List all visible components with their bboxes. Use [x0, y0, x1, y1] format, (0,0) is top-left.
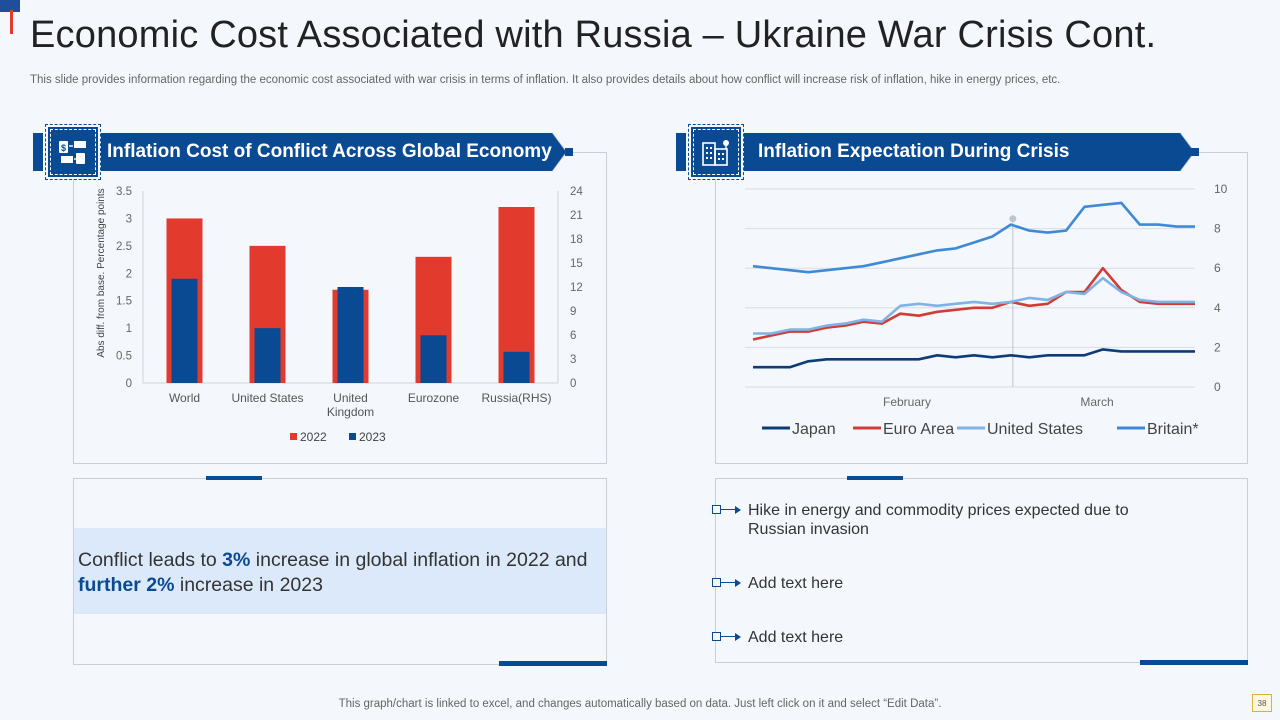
right-banner-title: Inflation Expectation During Crisis [758, 141, 1070, 162]
bar-2023-1 [254, 328, 281, 383]
inflation-callout: Conflict leads to 3% increase in global … [74, 528, 606, 614]
bullet-item-2: Add text here [712, 574, 1148, 593]
x-tick-label: United States [231, 391, 303, 405]
footer-note: This graph/chart is linked to excel, and… [338, 698, 942, 710]
page-number: 38 [1252, 694, 1272, 712]
y2-tick-label: 12 [570, 282, 583, 294]
y-tick-label: 2 [1214, 340, 1221, 354]
y-tick-label: 1 [126, 323, 132, 335]
banner-left-stub [33, 133, 43, 171]
crosshair-dot [1009, 215, 1017, 223]
svg-text:$: $ [61, 143, 66, 153]
callout-text-3: increase in 2023 [174, 574, 323, 596]
x-tick-label: World [169, 391, 200, 405]
left-banner-title: Inflation Cost of Conflict Across Global… [107, 141, 552, 162]
x-tick-label: Eurozone [408, 391, 460, 405]
y2-tick-label: 9 [570, 306, 576, 318]
callout-highlight-2pct: further 2% [78, 574, 175, 596]
series-line-0 [753, 348, 1195, 369]
y-tick-label: 0.5 [116, 351, 132, 363]
y-tick-label: 1.5 [116, 296, 132, 308]
callout-highlight-3pct: 3% [222, 549, 251, 571]
bar-2023-0 [171, 278, 198, 383]
right-banner: Inflation Expectation During Crisis [744, 133, 1180, 171]
bullet-text-3: Add text here [748, 629, 844, 646]
bar-chart: 0 0.5 1 1.5 2 2.5 3 3.5 0 3 6 9 12 15 18 21 24 Abs diff. … [96, 186, 583, 444]
legend-label: Japan [792, 421, 836, 438]
y-tick-label: 3 [126, 213, 132, 225]
right-banner-end-square [1191, 148, 1199, 156]
y2-tick-label: 6 [570, 330, 576, 342]
legend-label: Euro Area [883, 421, 954, 438]
bullet-item-3: Add text here [712, 628, 1148, 647]
bar-2023-4 [503, 351, 530, 383]
y-tick-label: 6 [1214, 261, 1221, 275]
right-banner-tip [1180, 133, 1194, 171]
left-banner: Inflation Cost of Conflict Across Global… [101, 133, 552, 171]
y-tick-label: 4 [1214, 301, 1221, 315]
corner-accent [0, 0, 20, 12]
money-transfer-icon: $ [59, 141, 86, 164]
arrow-right-icon [735, 632, 741, 641]
callout-top-stub [206, 476, 262, 480]
y-tick-label: 0 [126, 378, 132, 390]
bullet-item-1: Hike in energy and commodity prices expe… [712, 501, 1148, 539]
bullets-top-stub [847, 476, 903, 480]
title-accent-bar [10, 10, 13, 34]
x-tick-label: March [1080, 395, 1113, 409]
y2-tick-label: 3 [570, 354, 576, 366]
legend-label: United States [987, 421, 1083, 438]
city-buildings-icon [702, 140, 729, 166]
y2-tick-label: 15 [570, 258, 583, 270]
legend-label: Britain* [1147, 421, 1199, 438]
y-tick-label: 2 [126, 268, 132, 280]
bullet-text-2: Add text here [748, 575, 844, 592]
series-line-1 [752, 266, 1195, 341]
left-banner-tip [552, 133, 566, 171]
money-transfer-icon-box: $ [45, 124, 101, 180]
banner-end-square [565, 148, 573, 156]
y-axis-title: Abs diff. from base. Percentage points [96, 188, 107, 357]
series-line-2 [753, 276, 1195, 335]
bullets-bottom-stub [1140, 660, 1248, 665]
y-tick-label: 10 [1214, 182, 1228, 196]
legend-label: 2023 [359, 430, 386, 444]
callout-text-2: increase in global inflation in 2022 and [250, 549, 588, 571]
y-tick-label: 8 [1214, 222, 1221, 236]
legend-label: 2022 [300, 430, 327, 444]
right-banner-left-stub [676, 133, 686, 171]
callout-bottom-stub [499, 661, 607, 666]
x-tick-label: February [883, 395, 931, 409]
x-tick-label: Russia(RHS) [481, 391, 551, 405]
bullet-square-icon [712, 632, 721, 641]
line-chart: 0 2 4 6 8 10 February March Japan Euro Area United… [745, 182, 1228, 438]
bar-2023-2 [337, 287, 364, 383]
y2-tick-label: 24 [570, 186, 583, 198]
y2-tick-label: 0 [570, 378, 576, 390]
bullet-text-1: Hike in energy and commodity prices expe… [748, 502, 1129, 538]
y2-tick-label: 18 [570, 234, 583, 246]
city-buildings-icon-box [688, 124, 744, 180]
bullet-square-icon [712, 505, 721, 514]
bullet-square-icon [712, 578, 721, 587]
arrow-right-icon [735, 505, 741, 514]
page-subtitle: This slide provides information regardin… [30, 74, 1061, 86]
y-tick-label: 0 [1214, 380, 1221, 394]
y-tick-label: 2.5 [116, 241, 132, 253]
x-tick-label: Kingdom [327, 405, 374, 419]
bar-2023-3 [420, 335, 447, 383]
y2-tick-label: 21 [570, 210, 583, 222]
page-title: Economic Cost Associated with Russia – U… [30, 14, 1157, 56]
y-tick-label: 3.5 [116, 186, 132, 198]
series-line-3 [752, 201, 1195, 274]
bullets-panel [715, 478, 1248, 663]
legend-swatch-2023 [349, 433, 356, 440]
arrow-right-icon [735, 578, 741, 587]
x-tick-label: United [333, 391, 368, 405]
legend-swatch-2022 [290, 433, 297, 440]
callout-text-1: Conflict leads to [78, 549, 223, 571]
